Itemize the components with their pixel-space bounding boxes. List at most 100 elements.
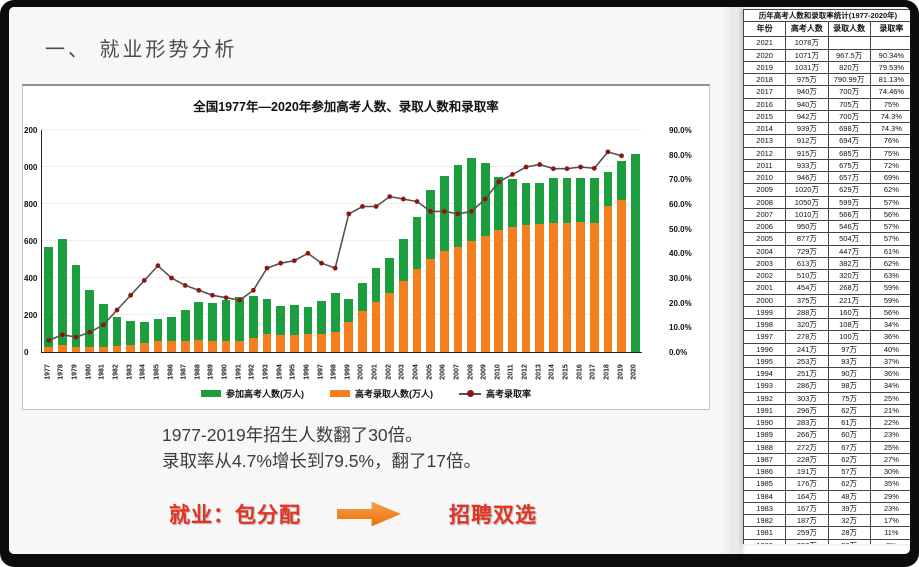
- right-tick-label: 50.0%: [669, 224, 692, 234]
- table-cell: 57%: [869, 219, 910, 234]
- table-cell: 17%: [869, 513, 910, 528]
- left-tick-label: 800: [24, 200, 38, 209]
- table-cell: 940万: [785, 97, 829, 111]
- x-axis-label: 1984: [139, 364, 147, 380]
- table-cell: 1078万: [785, 36, 829, 50]
- employment-row: 就业：包分配 招聘双选: [169, 499, 537, 529]
- table-cell: 700万: [827, 109, 871, 124]
- participants-bar: [276, 305, 285, 352]
- table-cell: 1981: [743, 526, 787, 540]
- table-cell: [827, 36, 871, 50]
- admitted-bar: [153, 340, 163, 352]
- table-row: 1983 167万 39万 23%: [743, 501, 910, 516]
- x-axis-label: 1993: [262, 364, 270, 380]
- admitted-bar: [126, 344, 135, 352]
- table-cell: 2021: [743, 36, 787, 50]
- x-axis-label: 2001: [371, 364, 379, 380]
- participants-bar: [248, 295, 258, 352]
- table-cell: 729万: [785, 244, 829, 258]
- table-cell: 286万: [785, 379, 829, 393]
- x-axis-labels: 1977 1978 1979 1980 1981 1982 1983 1984 1985 1986…: [41, 356, 641, 388]
- table-header-cell: 高考人数: [785, 21, 829, 38]
- table-cell: 39万: [827, 501, 871, 516]
- participants-bar: [180, 309, 190, 352]
- table-cell: 1996: [743, 342, 787, 356]
- bar-group: [601, 130, 615, 352]
- bar-group: [97, 130, 111, 352]
- table-cell: 63%: [869, 268, 910, 283]
- stats-table-panel: 历年高考人数和录取率统计(1977-2020年) 年份 高考人数 录取人数 录取率 2…: [743, 9, 910, 544]
- legend-item: 高考录取率: [458, 387, 531, 400]
- table-cell: 2018: [743, 72, 787, 87]
- bar-group: [451, 130, 465, 352]
- admitted-bar: [44, 347, 54, 352]
- table-cell: 1991: [743, 403, 787, 418]
- chart-title: 全国1977年—2020年参加高考人数、录取人数和录取率: [193, 100, 499, 114]
- participants-bar: [303, 307, 313, 352]
- bar-group: [574, 130, 588, 352]
- table-row: 2013 912万 694万 76%: [743, 134, 910, 148]
- bar-group: [533, 130, 547, 352]
- admitted-bar: [508, 227, 517, 352]
- bar-group: [383, 130, 397, 352]
- left-tick-label: 200: [24, 311, 38, 320]
- table-cell: 28万: [827, 526, 871, 540]
- table-row: 1990 283万 61万 22%: [743, 415, 910, 430]
- table-cell: 694万: [827, 134, 871, 148]
- table-row: 1994 251万 90万 36%: [743, 366, 910, 381]
- table-cell: 2001: [743, 281, 787, 295]
- participants-bar: [630, 153, 640, 352]
- table-row: 1980333万28万8%: [743, 538, 910, 544]
- table-cell: 62%: [869, 256, 910, 271]
- table-cell: 2016: [743, 97, 787, 111]
- table-cell: 382万: [827, 256, 871, 271]
- x-axis-label: 1998: [330, 364, 338, 380]
- table-header-cell: 录取人数: [827, 21, 871, 38]
- table-cell: 57%: [869, 232, 910, 246]
- bar-group: [247, 130, 261, 352]
- participants-bar: [112, 317, 122, 352]
- table-row: 1997 278万 100万 36%: [743, 330, 910, 344]
- table-cell: 108万: [827, 317, 871, 332]
- participants-bar: [208, 302, 217, 352]
- participants-bar: [289, 305, 299, 352]
- left-tick-label: 400: [24, 274, 38, 283]
- table-cell: 253万: [785, 354, 829, 369]
- right-tick-label: 90.0%: [669, 126, 692, 135]
- legend-item: 参加高考人数(万人): [200, 387, 304, 400]
- table-cell: 283万: [785, 415, 829, 430]
- left-tick-label: 600: [24, 237, 38, 246]
- table-cell: 2017: [743, 85, 787, 99]
- table-cell: 613万: [785, 256, 829, 271]
- bar-group: [287, 130, 301, 352]
- table-cell: 546万: [827, 219, 871, 234]
- participants-bar: [85, 290, 95, 352]
- table-cell: 320万: [827, 268, 871, 283]
- table-row: 2011 933万 675万 72%: [743, 158, 910, 173]
- table-cell: 1984: [743, 489, 787, 503]
- table-cell: 700万: [827, 85, 871, 99]
- legend-swatch-icon: [200, 390, 221, 397]
- admitted-bar: [589, 222, 599, 352]
- table-cell: 2003: [743, 256, 787, 271]
- bar-group: [206, 130, 220, 352]
- table-row: 1991 296万 62万 21%: [743, 403, 910, 418]
- table-cell: 62万: [827, 477, 871, 491]
- x-axis-label: 2016: [576, 364, 584, 380]
- table-header-cell: 录取率: [869, 21, 910, 38]
- table-cell: [869, 36, 910, 50]
- table-row: 2006 950万 546万 57%: [743, 219, 910, 234]
- table-row: 2000 375万 221万 59%: [743, 293, 910, 307]
- bar-group: [437, 130, 451, 352]
- admitted-bar: [494, 230, 504, 352]
- table-cell: 59%: [869, 281, 910, 295]
- table-cell: 454万: [785, 281, 829, 295]
- participants-bar: [126, 321, 135, 352]
- participants-bar: [58, 239, 67, 352]
- admitted-bar: [112, 346, 122, 352]
- table-row: 2018 975万 790.99万 81.13%: [743, 72, 910, 87]
- admitted-bar: [385, 292, 395, 352]
- table-cell: 228万: [785, 452, 829, 467]
- bar-group: [301, 130, 315, 352]
- table-cell: 34%: [869, 379, 910, 393]
